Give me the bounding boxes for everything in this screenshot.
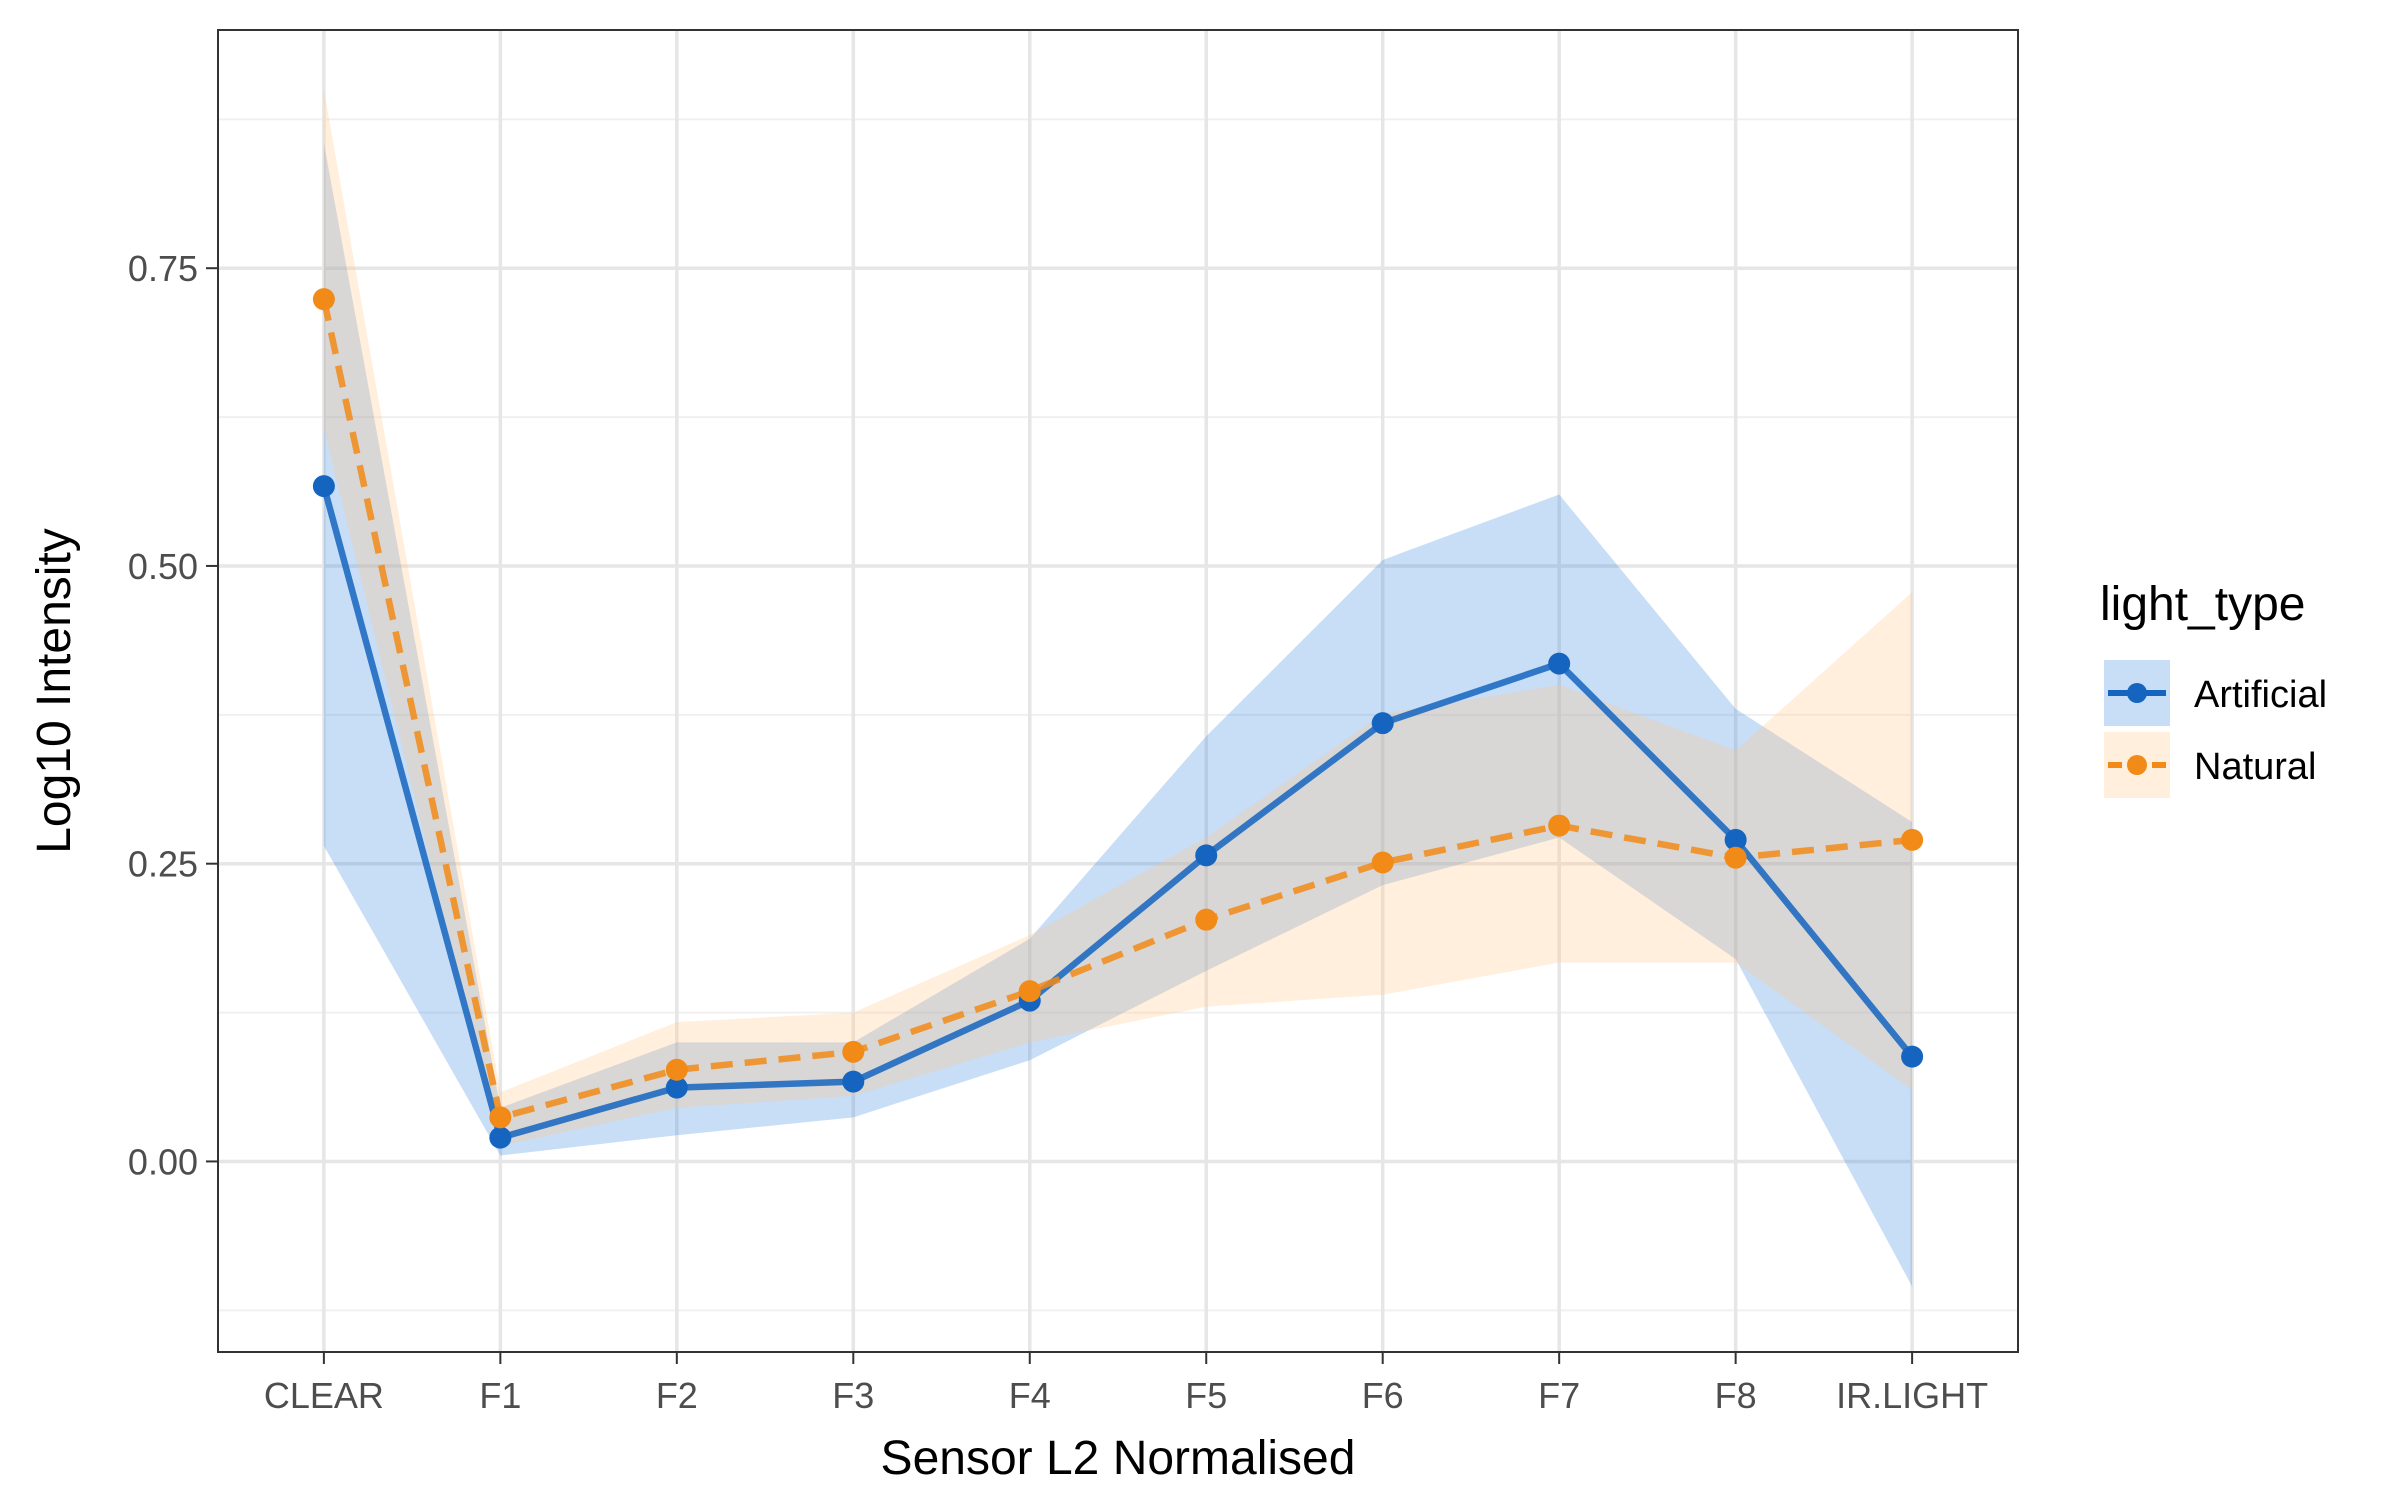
legend-label: Artificial [2194,674,2327,716]
data-point-natural [1018,980,1041,1003]
data-point-natural [1371,851,1394,874]
y-tick-label: 0.25 [128,844,198,885]
data-point-artificial [1901,1045,1924,1068]
legend-key-point [2127,683,2147,703]
plot-background [218,30,2018,1352]
confidence-band-artificial [323,143,1913,1287]
data-point-natural [1901,828,1924,851]
x-tick-label: F3 [832,1375,874,1416]
data-point-natural [312,288,335,311]
series-points [312,288,1924,1149]
x-tick-label: F8 [1715,1375,1757,1416]
series-line-natural [320,298,1913,1121]
x-tick-label: F7 [1538,1375,1580,1416]
x-tick-label: F2 [656,1375,698,1416]
legend-title: light_type [2100,578,2305,631]
confidence-band-natural [323,89,1913,1146]
data-point-artificial [489,1126,512,1149]
confidence-bands [323,89,1913,1287]
x-tick-label: F6 [1362,1375,1404,1416]
legend-key-point [2127,755,2147,775]
x-axis-title: Sensor L2 Normalised [881,1432,1356,1485]
x-tick-label: CLEAR [264,1375,384,1416]
data-point-natural [1548,814,1571,837]
plot-border [217,29,2019,1353]
legend-item-natural: Natural [2104,732,2317,798]
data-point-artificial [665,1076,688,1099]
x-tick-label: IR.LIGHT [1836,1375,1988,1416]
data-point-artificial [312,475,335,498]
x-tick-label: F4 [1009,1375,1051,1416]
data-point-artificial [1195,844,1218,867]
legend: light_type Artificial Natural [2100,578,2327,798]
legend-item-artificial: Artificial [2104,660,2327,726]
x-tick-label: F1 [479,1375,521,1416]
y-tick-label: 0.00 [128,1141,198,1182]
y-tick-label: 0.50 [128,546,198,587]
y-tick-label: 0.75 [128,248,198,289]
data-point-artificial [1548,652,1571,675]
axes: 0.00 0.25 0.50 0.75 CLEAR F1 F2 F3 F4 F5 F6 F7 F8 IR.… [128,248,1988,1416]
series-lines [320,298,1915,1141]
grid [218,30,2018,1352]
data-point-natural [665,1058,688,1081]
data-point-artificial [1724,828,1747,851]
legend-label: Natural [2194,746,2317,788]
data-point-artificial [1371,712,1394,735]
data-point-natural [1195,908,1218,931]
data-point-natural [1724,846,1747,869]
series-line-artificial [320,485,1915,1141]
y-axis-title: Log10 Intensity [28,528,81,854]
data-point-artificial [842,1070,865,1093]
data-point-natural [489,1106,512,1129]
x-tick-label: F5 [1185,1375,1227,1416]
data-point-natural [842,1040,865,1063]
